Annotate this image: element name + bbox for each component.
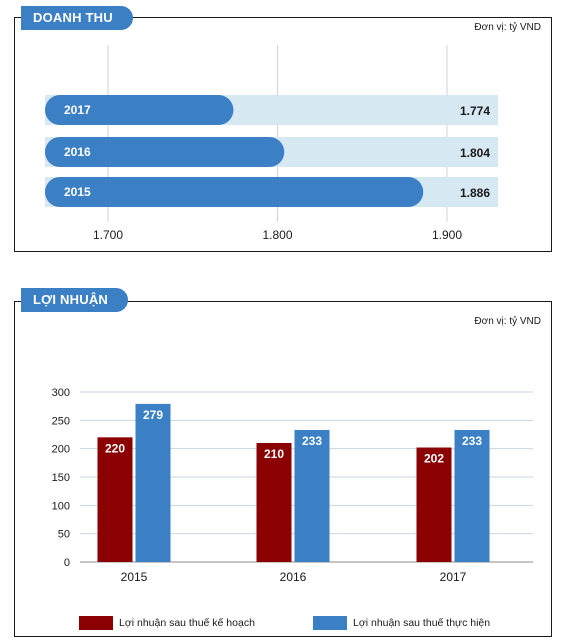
- revenue-value-label: 1.886: [460, 186, 490, 200]
- profit-tick-label: 150: [52, 472, 70, 484]
- profit-value-label-plan: 202: [424, 452, 444, 466]
- legend-swatch-actual: [313, 616, 347, 630]
- profit-tick-label: 50: [58, 529, 70, 541]
- profit-bar-plan: [416, 447, 452, 562]
- revenue-bar: [45, 95, 234, 125]
- profit-tick-label: 0: [64, 557, 70, 569]
- profit-category-label: 2017: [440, 570, 467, 584]
- profit-bar-actual: [454, 429, 490, 562]
- legend-label-actual: Lợi nhuận sau thuế thực hiện: [353, 617, 491, 629]
- revenue-bar-year: 2017: [64, 103, 91, 117]
- revenue-bar: [45, 177, 424, 207]
- revenue-bar-year: 2016: [64, 145, 91, 159]
- revenue-value-label: 1.774: [460, 104, 490, 118]
- profit-unit: Đơn vị: tỷ VND: [474, 316, 541, 327]
- revenue-bar: [45, 137, 285, 167]
- legend-swatch-plan: [79, 616, 113, 630]
- profit-value-label-plan: 210: [264, 447, 284, 461]
- profit-value-label-actual: 233: [462, 434, 482, 448]
- revenue-tick-label: 1.700: [93, 228, 123, 242]
- profit-bar-actual: [294, 429, 330, 562]
- legend-label-plan: Lợi nhuận sau thuế kế hoạch: [119, 617, 255, 629]
- profit-legend: Lợi nhuận sau thuế kế hoạch Lợi nhuận sa…: [0, 610, 563, 634]
- profit-value-label-plan: 220: [105, 441, 125, 455]
- profit-category-label: 2016: [280, 570, 307, 584]
- revenue-value-label: 1.804: [460, 146, 490, 160]
- revenue-unit: Đơn vị: tỷ VND: [474, 22, 541, 33]
- profit-bar-actual: [135, 403, 171, 562]
- profit-value-label-actual: 279: [143, 408, 163, 422]
- profit-bar-plan: [97, 437, 133, 562]
- revenue-tick-label: 1.900: [432, 228, 462, 242]
- profit-tick-label: 200: [52, 444, 70, 456]
- profit-tick-label: 250: [52, 415, 70, 427]
- profit-category-label: 2015: [121, 570, 148, 584]
- revenue-title: DOANH THU: [21, 6, 133, 30]
- legend-item-plan: Lợi nhuận sau thuế kế hoạch: [79, 616, 255, 630]
- legend-item-actual: Lợi nhuận sau thuế thực hiện: [313, 616, 490, 630]
- profit-tick-label: 300: [52, 387, 70, 399]
- profit-tick-label: 100: [52, 500, 70, 512]
- profit-value-label-actual: 233: [302, 434, 322, 448]
- revenue-panel: [14, 17, 552, 252]
- revenue-chart: 2017 1.774 2016 1.804 2015 1.886 1.700 1.800 1.9…: [45, 45, 498, 242]
- profit-bar-plan: [256, 443, 292, 562]
- revenue-bar-year: 2015: [64, 185, 91, 199]
- revenue-tick-label: 1.800: [262, 228, 292, 242]
- profit-title: LỢI NHUẬN: [21, 288, 128, 312]
